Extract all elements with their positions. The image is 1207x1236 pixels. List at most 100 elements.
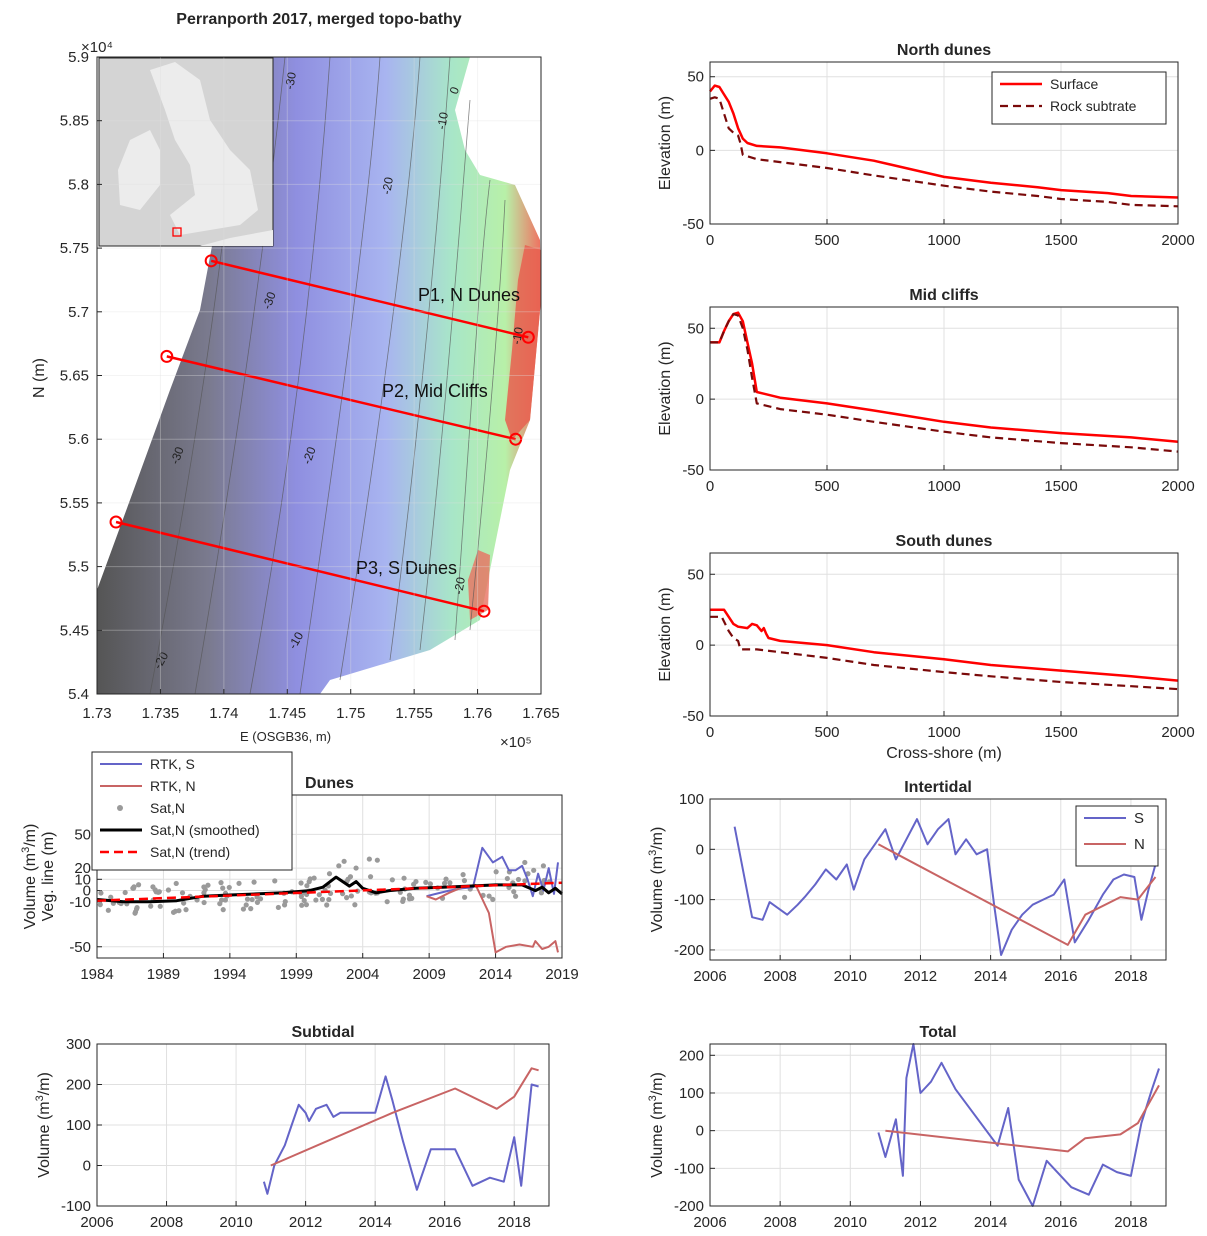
map-panel: Perranporth 2017, merged topo-bathy -30 … [31, 11, 560, 751]
sat-point [311, 875, 317, 881]
xtick-label: 2006 [693, 1214, 726, 1231]
sat-point [303, 902, 310, 908]
series-line-rock-subtrate [710, 615, 1179, 691]
panel-title: Total [919, 1024, 956, 1041]
sat-point [522, 859, 528, 866]
series-line-rock-subtrate [709, 96, 1179, 208]
y-axis-label: Elevation (m) [657, 96, 674, 190]
legend-label: Sat,N (trend) [150, 844, 230, 860]
sat-point [248, 906, 254, 912]
map-ytick-label: 5.9 [68, 49, 89, 66]
xtick-label: 500 [814, 232, 839, 249]
sat-point [461, 878, 468, 884]
axes-frame [709, 552, 1179, 717]
ytick-label: -50 [682, 462, 704, 479]
sat-point [157, 903, 163, 909]
xtick-label: 1500 [1044, 478, 1077, 495]
map-y-exponent: ×10⁴ [81, 39, 113, 56]
xtick-label: 2016 [428, 1214, 461, 1231]
panel-title: Dunes [305, 775, 354, 792]
x-axis-label: Cross-shore (m) [886, 745, 1002, 762]
xtick-label: 0 [706, 724, 714, 741]
panel-title: Mid cliffs [909, 287, 978, 304]
ytick-label: -50 [682, 708, 704, 725]
xtick-label: 2000 [1161, 724, 1194, 741]
map-xtick-label: 1.765 [522, 705, 560, 722]
sat-point [220, 885, 226, 891]
sat-point [511, 889, 517, 895]
xtick-label: 500 [814, 724, 839, 741]
sat-point [319, 896, 326, 902]
ytick-label: 50 [687, 566, 704, 583]
panel-intertidal: 2006 2008 2010 2012 2014 2016 2018 100 0 -100 -200… [647, 779, 1167, 985]
xtick-label: 1000 [927, 232, 960, 249]
xtick-label: 2014 [358, 1214, 391, 1231]
sat-point [538, 890, 545, 896]
xtick-label: 2016 [1044, 1214, 1077, 1231]
sat-point [486, 893, 492, 899]
series-line-rtk-n [270, 1067, 539, 1167]
map-xtick-label: 1.73 [82, 705, 111, 722]
inset-france [200, 230, 273, 246]
sat-point [298, 893, 304, 900]
ytick-label: -50 [69, 939, 91, 956]
sat-point [181, 900, 187, 906]
sat-point [218, 897, 225, 903]
transect-label-p3: P3, S Dunes [356, 558, 457, 578]
sat-point [366, 856, 372, 862]
ytick-label: 0 [696, 1123, 704, 1140]
sat-point [336, 863, 342, 869]
ytick-label: 0 [83, 1158, 91, 1175]
legend-label: Rock subtrate [1050, 98, 1137, 114]
xtick-label: 1000 [927, 724, 960, 741]
sat-point [135, 882, 142, 888]
sat-point [409, 895, 415, 901]
contour-label: -30 [260, 290, 279, 311]
sat-point [344, 895, 350, 901]
xtick-label: 1984 [80, 966, 113, 983]
sat-point [201, 890, 207, 896]
transect-line-p1 [210, 259, 529, 339]
contour-label: -30 [168, 445, 187, 466]
xtick-label: 2010 [219, 1214, 252, 1231]
ytick-label: 0 [696, 391, 704, 408]
xtick-label: 1000 [927, 478, 960, 495]
legend-label: Sat,N [150, 800, 185, 816]
contour-label: -20 [300, 445, 319, 466]
sat-point [400, 896, 406, 902]
axes-frame [709, 798, 1167, 961]
xtick-label: 2019 [545, 966, 578, 983]
sat-point [413, 878, 419, 885]
sat-point [179, 890, 186, 896]
south-shore-zone [468, 550, 490, 620]
sat-point [220, 907, 226, 913]
sat-point [254, 899, 261, 906]
sat-point [299, 902, 305, 908]
y-axis-label: Volume (m3/m) [647, 827, 666, 933]
sat-point [298, 880, 304, 886]
legend-box [991, 71, 1167, 125]
legend-marker [117, 805, 123, 811]
xtick-label: 2016 [1044, 968, 1077, 985]
sat-point [236, 880, 242, 886]
xtick-label: 500 [814, 478, 839, 495]
sat-point [97, 902, 103, 908]
sat-point [347, 874, 354, 880]
map-ytick-label: 5.65 [60, 368, 89, 385]
map-xlabel: E (OSGB36, m) [240, 729, 331, 744]
y-axis-label: Elevation (m) [657, 341, 674, 435]
xtick-label: 1989 [147, 966, 180, 983]
sat-point [326, 896, 332, 903]
xtick-label: 2008 [763, 968, 796, 985]
sat-point [324, 902, 330, 908]
panel-title: South dunes [896, 533, 993, 550]
xtick-label: 2004 [346, 966, 379, 983]
sat-point [155, 889, 161, 895]
sat-point [504, 875, 510, 882]
xtick-label: 2014 [479, 966, 512, 983]
sat-point [173, 880, 179, 887]
ytick-label: 50 [687, 320, 704, 337]
sat-point [150, 884, 156, 890]
sat-point [243, 902, 249, 908]
